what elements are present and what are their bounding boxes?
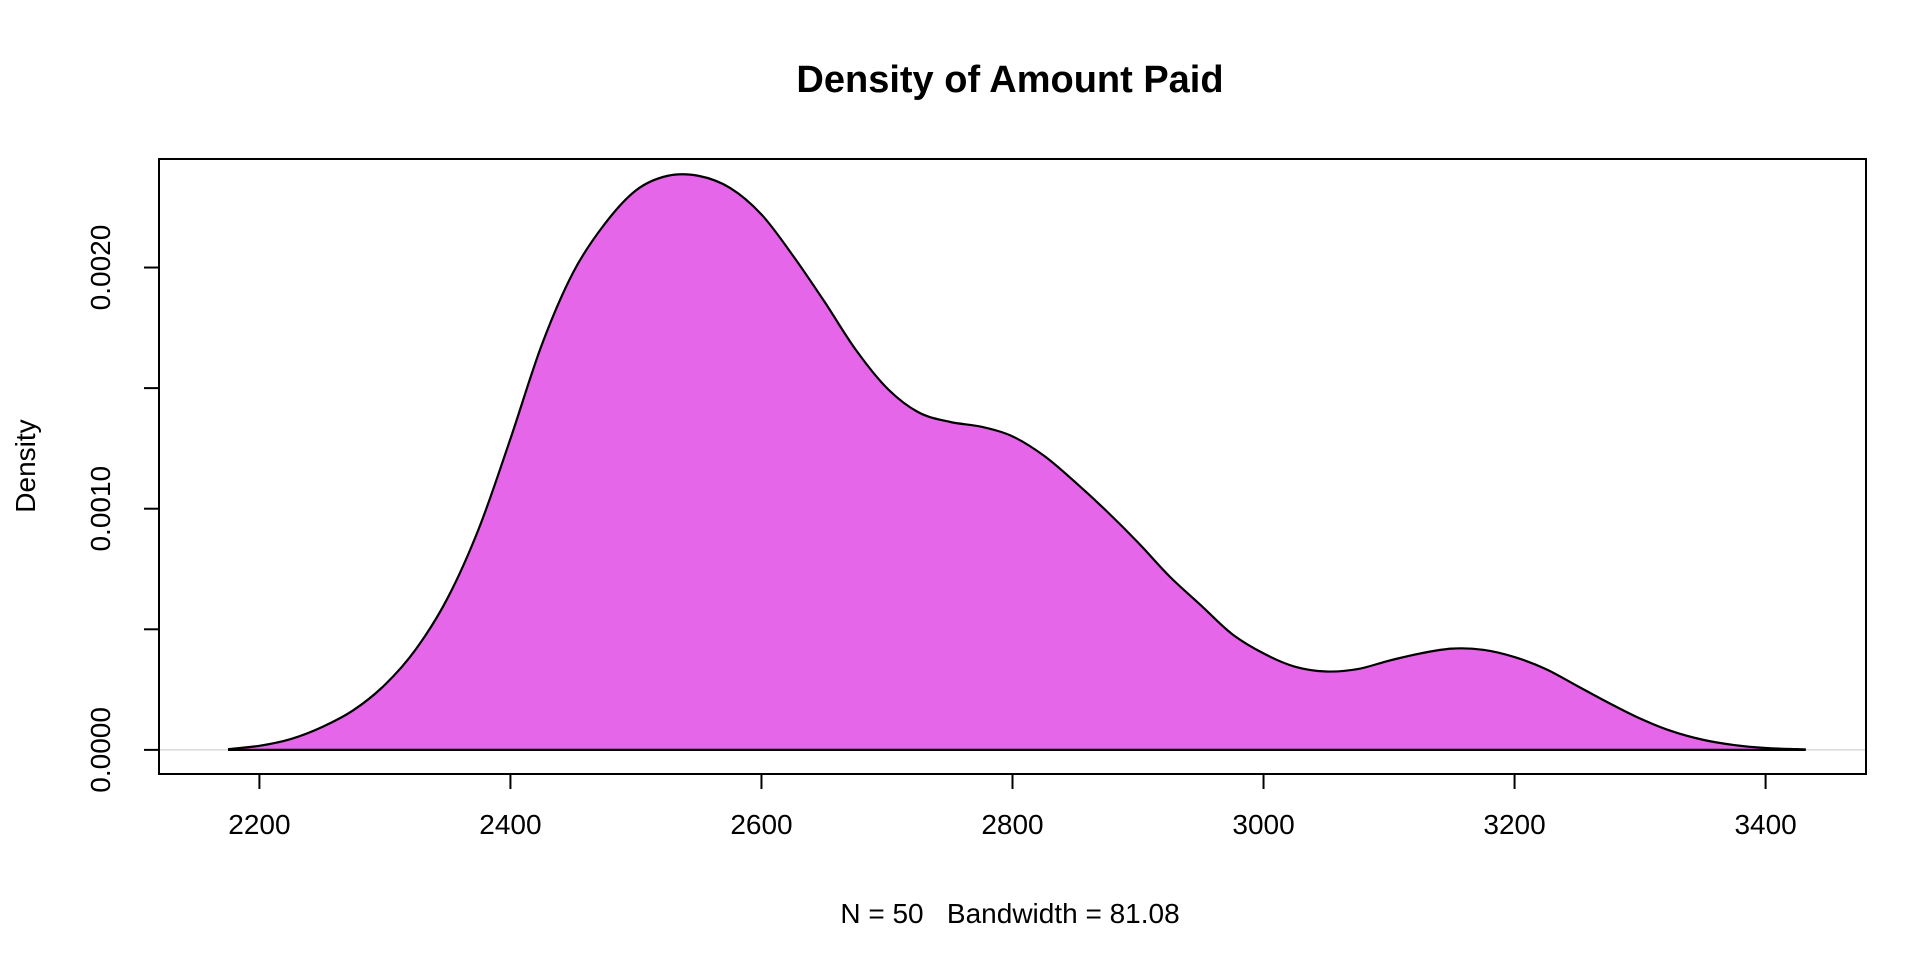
x-tick-label: 2800 [981,809,1043,840]
y-tick-label: 0.0010 [85,466,116,552]
x-axis: 2200 2400 2600 2800 3000 3200 3400 [228,773,1797,840]
x-tick-label: 3400 [1734,809,1796,840]
y-tick-label: 0.0000 [85,707,116,793]
density-area [228,174,1806,750]
y-tick-label: 0.0020 [85,225,116,311]
x-tick-label: 2600 [730,809,792,840]
y-axis: 0.0000 0.0010 0.0020 [85,225,160,793]
x-tick-label: 3000 [1232,809,1294,840]
y-axis-label: Density [10,419,41,512]
x-tick-label: 3200 [1483,809,1545,840]
density-curve [227,173,1806,751]
x-tick-label: 2400 [479,809,541,840]
chart-title: Density of Amount Paid [796,59,1223,101]
x-axis-label: N = 50 Bandwidth = 81.08 [840,898,1179,929]
x-tick-label: 2200 [228,809,290,840]
